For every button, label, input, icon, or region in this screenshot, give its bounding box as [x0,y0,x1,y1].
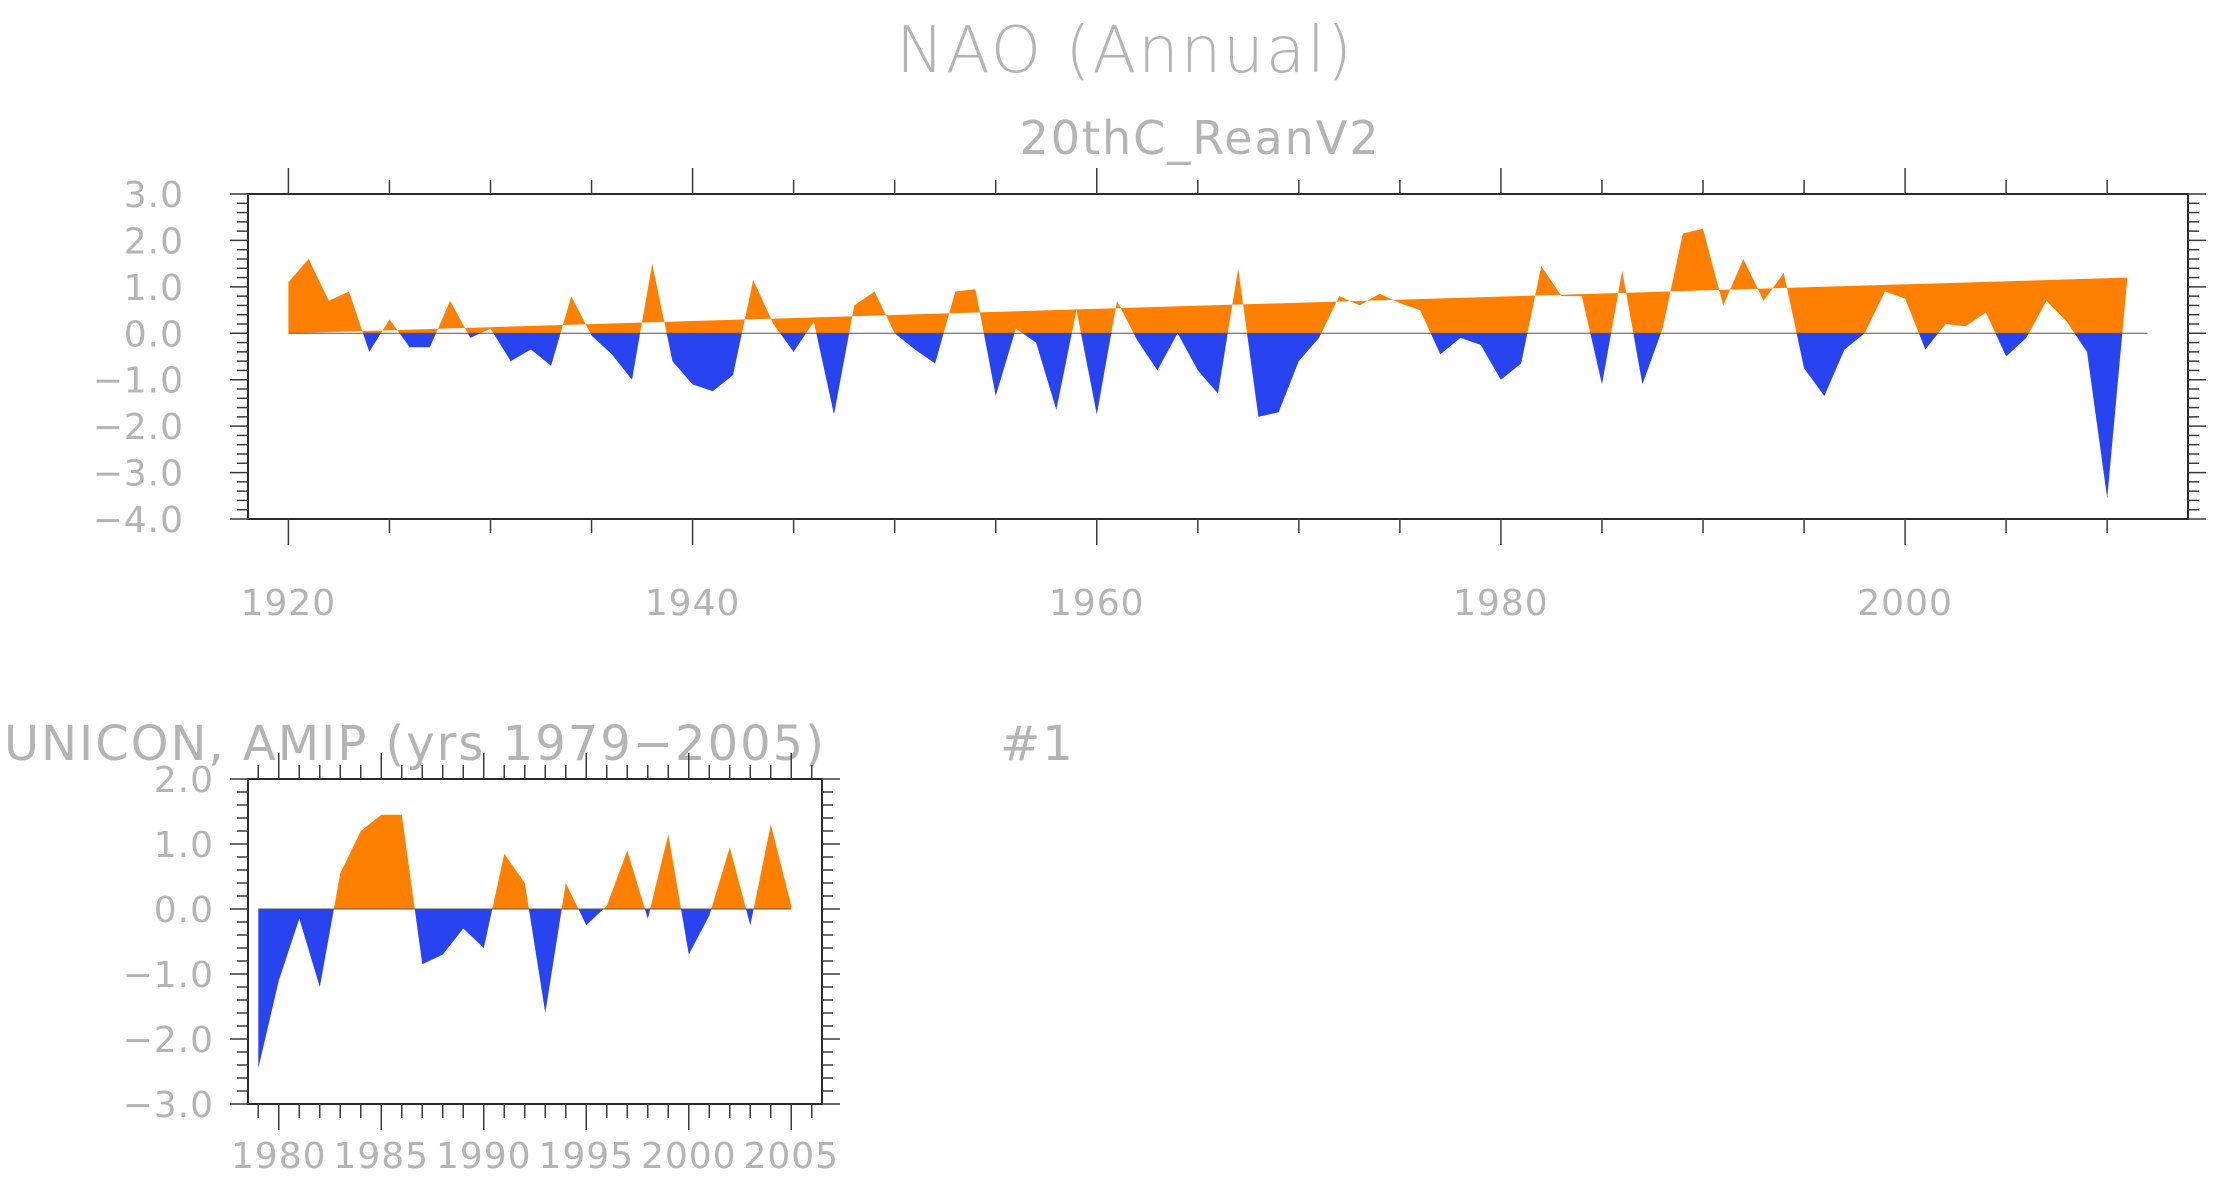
top-panel-ytick-label: −4.0 [93,500,184,541]
bottom-panel-xtick-label: 2005 [743,1136,839,1177]
bottom-panel-ytick-label: −2.0 [123,1020,214,1061]
top-panel-frame [247,193,2189,520]
bottom-panel-xtick-label: 2000 [641,1136,737,1177]
top-panel-positive-area [288,228,2128,334]
bottom-panel-frame [247,778,823,1105]
bottom-panel-title: UNICON, AMIP (yrs 1979−2005) [4,716,826,772]
top-panel-ytick-label: 2.0 [124,221,184,262]
top-panel-xtick-label: 1920 [241,583,337,624]
top-panel-ytick-label: −2.0 [93,407,184,448]
bottom-panel-xtick-label: 1985 [333,1136,429,1177]
bottom-panel-run-label: #1 [1000,716,1075,772]
top-panel-plot: 3.0 2.0 1.0 0.0 −1.0 −2.0 −3.0 −4.0 1920 1940 1960… [93,168,2206,624]
figure-title: NAO (Annual) [896,14,1354,88]
bottom-panel-ytick-label: −1.0 [123,955,214,996]
bottom-panel-xtick-label: 1980 [231,1136,327,1177]
top-panel-xtick-label: 1960 [1049,583,1145,624]
bottom-panel-negative-area [258,909,792,1069]
top-panel-ytick-label: −3.0 [93,454,184,495]
top-panel-ytick-label: 1.0 [124,268,184,309]
top-panel-ytick-label: 0.0 [124,314,184,355]
top-panel-xtick-label: 2000 [1857,583,1953,624]
top-panel-xtick-label: 1940 [645,583,741,624]
bottom-panel-xtick-label: 1995 [538,1136,634,1177]
bottom-panel-xtick-label: 1990 [436,1136,532,1177]
bottom-panel-ytick-label: 0.0 [154,890,214,931]
bottom-panel-positive-area [258,814,792,909]
bottom-panel-ytick-label: −3.0 [123,1085,214,1126]
top-panel-xtick-label: 1980 [1453,583,1549,624]
top-panel-ytick-label: −1.0 [93,361,184,402]
top-panel-subtitle: 20thC_ReanV2 [1019,111,1380,165]
bottom-panel-ytick-label: 1.0 [154,825,214,866]
top-panel-negative-area [288,333,2123,499]
bottom-panel-ytick-label: 2.0 [154,760,214,801]
top-panel-ytick-label: 3.0 [124,175,184,216]
